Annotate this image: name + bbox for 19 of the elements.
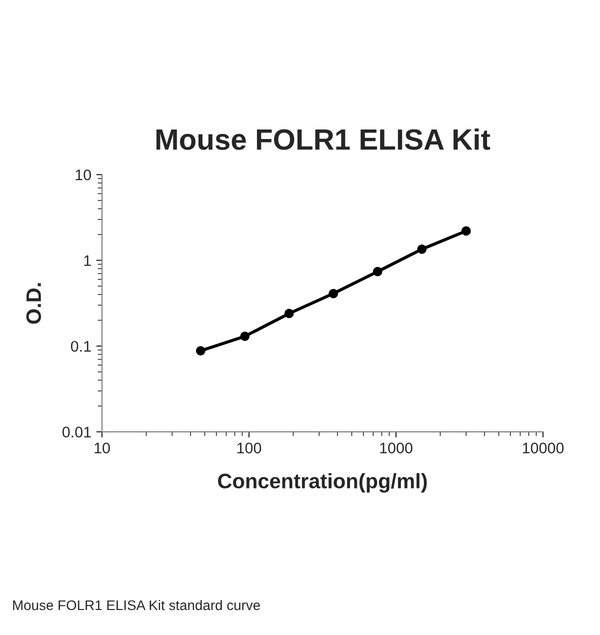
- x-tick-label: 100: [237, 442, 262, 454]
- point: [328, 288, 338, 298]
- point: [417, 244, 427, 254]
- point: [461, 226, 471, 236]
- point: [372, 266, 382, 276]
- chart-title: Mouse FOLR1 ELISA Kit: [156, 128, 490, 150]
- x-tick-label: 1000: [380, 442, 412, 454]
- point: [196, 346, 206, 356]
- x-tick-label: 10000: [522, 442, 564, 454]
- y-tick-label: 0.1: [70, 340, 91, 352]
- point: [240, 332, 250, 341]
- point: [284, 308, 294, 318]
- x-tick-label: 10: [94, 442, 110, 454]
- text: Mouse FOLR1 ELISA Kit standard curve: [13, 600, 260, 610]
- y-tick-label: 1: [84, 255, 91, 266]
- x-axis-title: Concentration(pg/ml): [218, 473, 427, 493]
- y-axis-title: O.D.: [26, 283, 42, 324]
- y-tick-label: 10: [76, 169, 91, 180]
- y-tick-label: 0.01: [62, 426, 91, 438]
